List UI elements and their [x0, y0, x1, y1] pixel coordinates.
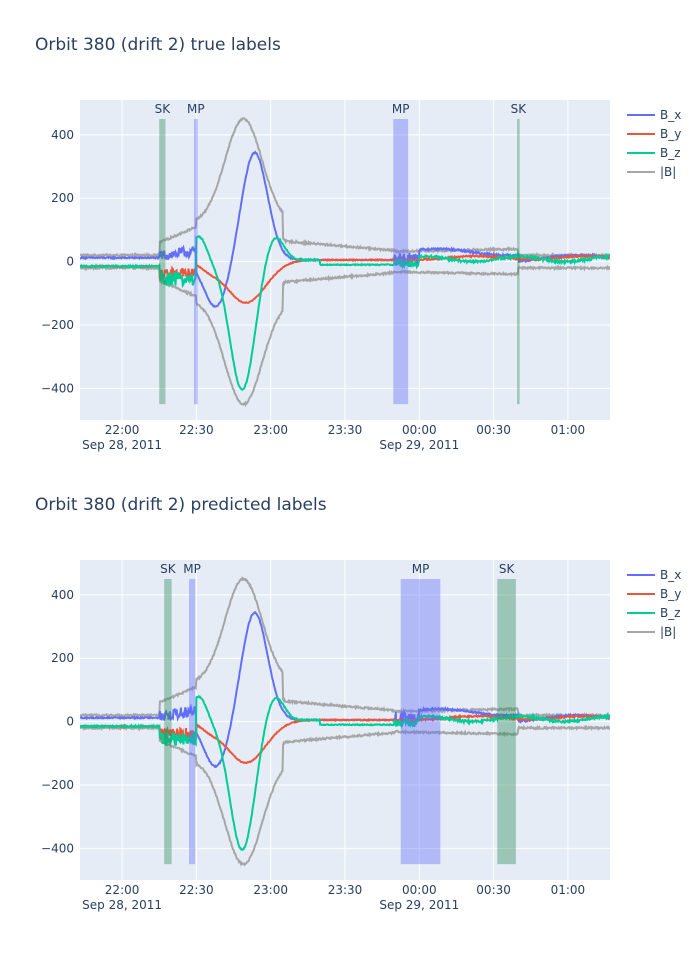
legend: B_x B_y B_z |B|: [627, 568, 681, 639]
plot-area: [80, 117, 610, 408]
region-magnetopause: [393, 119, 409, 405]
y-tick-label: −200: [41, 778, 74, 792]
region-label: MP: [187, 102, 205, 116]
chart-title: Orbit 380 (drift 2) true labels: [35, 35, 281, 55]
region-label: MP: [392, 102, 410, 116]
y-tick-label: −400: [41, 381, 74, 395]
region-shock: [159, 119, 166, 405]
chart-title: Orbit 380 (drift 2) predicted labels: [35, 495, 327, 515]
x-tick-label: 22:30: [179, 423, 214, 437]
x-tick-label: 23:00: [253, 883, 288, 897]
x-tick-sublabel: Sep 29, 2011: [379, 898, 459, 912]
x-tick-label: 00:00: [402, 423, 437, 437]
region-label: SK: [499, 562, 516, 576]
x-tick-label: 22:00: [105, 423, 140, 437]
chart-2: Orbit 380 (drift 2) predicted labels −400…: [35, 495, 681, 912]
legend-label[interactable]: |B|: [660, 625, 676, 639]
y-tick-label: 0: [66, 255, 74, 269]
region-label: MP: [412, 562, 430, 576]
legend-label[interactable]: B_y: [660, 587, 681, 601]
y-tick-label: 200: [51, 191, 74, 205]
region-label: MP: [183, 562, 201, 576]
y-tick-label: 200: [51, 651, 74, 665]
legend-label[interactable]: B_z: [660, 146, 681, 160]
region-shock: [497, 579, 516, 865]
plot-area: [80, 576, 610, 867]
y-tick-label: −200: [41, 318, 74, 332]
x-tick-label: 22:00: [105, 883, 140, 897]
x-tick-label: 00:30: [476, 423, 511, 437]
legend: B_x B_y B_z |B|: [627, 108, 681, 179]
x-tick-label: 22:30: [179, 883, 214, 897]
legend-label[interactable]: B_z: [660, 606, 681, 620]
x-tick-sublabel: Sep 28, 2011: [82, 898, 162, 912]
y-tick-label: −400: [41, 841, 74, 855]
series-line-bz: [80, 694, 610, 852]
series-line-magnitude-lower: [80, 723, 610, 867]
region-shock: [164, 579, 172, 865]
region-label: SK: [511, 102, 528, 116]
legend-label[interactable]: B_y: [660, 127, 681, 141]
region-label: SK: [160, 562, 177, 576]
x-tick-label: 23:30: [328, 423, 363, 437]
y-tick-label: 400: [51, 128, 74, 142]
series-line-by: [80, 713, 610, 765]
x-tick-sublabel: Sep 28, 2011: [82, 438, 162, 452]
legend-label[interactable]: |B|: [660, 165, 676, 179]
x-tick-label: 01:00: [551, 423, 586, 437]
region-magnetopause: [400, 579, 441, 865]
y-tick-label: 400: [51, 588, 74, 602]
x-tick-sublabel: Sep 29, 2011: [379, 438, 459, 452]
legend-label[interactable]: B_x: [660, 108, 681, 122]
series-line-bz: [80, 234, 610, 392]
x-tick-label: 00:30: [476, 883, 511, 897]
region-shock: [517, 119, 520, 405]
x-tick-label: 00:00: [402, 883, 437, 897]
chart-1: Orbit 380 (drift 2) true labels −400 −200 0…: [35, 35, 681, 452]
region-magnetopause: [193, 119, 198, 405]
x-tick-label: 23:00: [253, 423, 288, 437]
y-tick-label: 0: [66, 715, 74, 729]
region-magnetopause: [188, 579, 196, 865]
legend-label[interactable]: B_x: [660, 568, 681, 582]
x-tick-label: 23:30: [328, 883, 363, 897]
x-tick-label: 01:00: [551, 883, 586, 897]
region-label: SK: [155, 102, 172, 116]
